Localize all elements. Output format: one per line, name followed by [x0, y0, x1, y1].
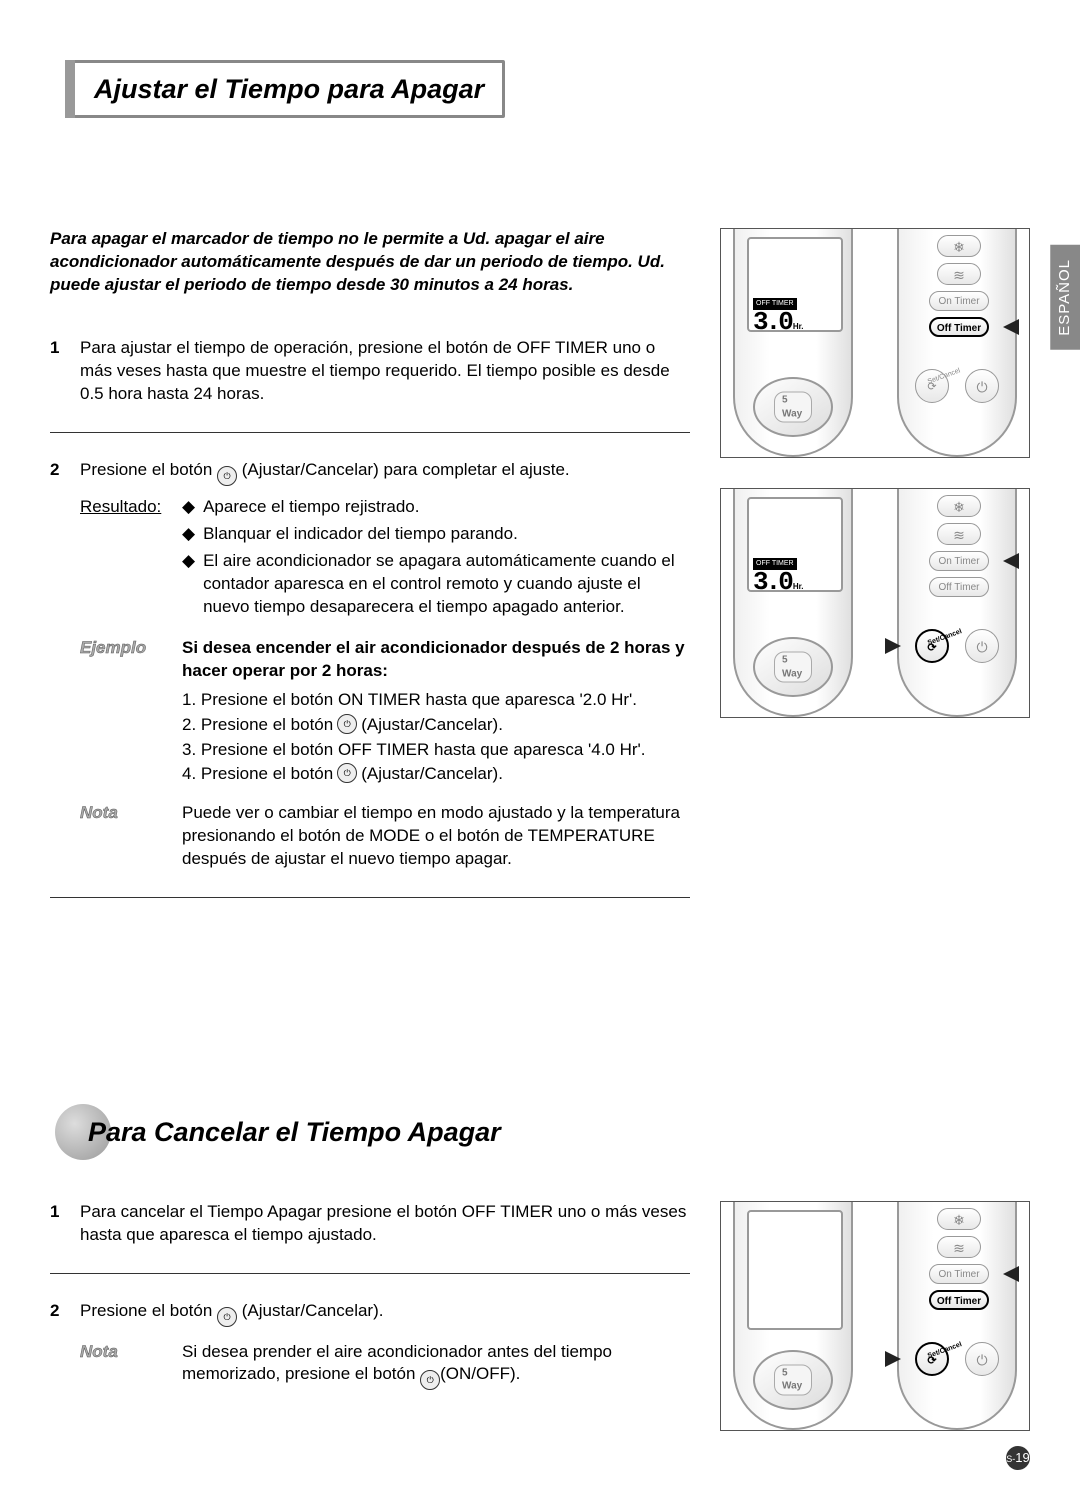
- lcd-screen-blank: [747, 1210, 843, 1330]
- intro-text: Para apagar el marcador de tiempo no le …: [50, 228, 690, 297]
- power-button: ⏻: [965, 369, 999, 403]
- fan-icon-button: ≋: [937, 1236, 981, 1258]
- step-1: 1 Para ajustar el tiempo de operación, p…: [50, 337, 690, 406]
- section2-title: Para Cancelar el Tiempo Apagar: [88, 1117, 501, 1147]
- mode-icon-button: ❄: [937, 235, 981, 257]
- set-cancel-icon: ⏻: [337, 714, 357, 734]
- power-button: ⏻: [965, 1342, 999, 1376]
- diagram-column: OFF TIMER 3.0Hr. 5 Way ❄ ≋ On Timer Off …: [720, 228, 1030, 924]
- s2-step-2: 2 Presione el botón ⏻ (Ajustar/Cancelar)…: [50, 1300, 690, 1391]
- on-timer-button: On Timer: [929, 291, 989, 311]
- s2-nota-block: Nota Si desea prender el aire acondicion…: [80, 1341, 690, 1391]
- set-cancel-button: Set/Cancel⟳: [915, 369, 949, 403]
- section-title: Ajustar el Tiempo para Apagar: [94, 74, 484, 104]
- text-column: Para apagar el marcador de tiempo no le …: [50, 228, 690, 924]
- off-timer-button: Off Timer: [929, 577, 989, 597]
- mode-icon-button: ❄: [937, 1208, 981, 1230]
- divider: [50, 1273, 690, 1274]
- fan-icon-button: ≋: [937, 523, 981, 545]
- pointer-icon: [1003, 1266, 1019, 1282]
- set-cancel-button: Set/Cancel⟳: [915, 1342, 949, 1376]
- pointer-icon: [1003, 553, 1019, 569]
- off-timer-button: Off Timer: [929, 317, 989, 337]
- section-ajustar: Ajustar el Tiempo para Apagar Para apaga…: [50, 60, 1030, 924]
- nota-block: Nota Puede ver o cambiar el tiempo en mo…: [80, 802, 690, 871]
- fiveway-pad: 5 Way: [753, 637, 837, 697]
- lcd-screen: OFF TIMER 3.0Hr.: [747, 237, 843, 332]
- result-bullets: ◆Aparece el tiempo rejistrado. ◆Blanquar…: [182, 496, 690, 623]
- set-cancel-icon: ⏻: [217, 466, 237, 486]
- divider: [50, 897, 690, 898]
- mode-icon-button: ❄: [937, 495, 981, 517]
- remote-diagram-3: 5 Way ❄ ≋ On Timer Off Timer Set/Cancel⟳…: [720, 1201, 1030, 1431]
- page-number-badge: S-19: [1006, 1446, 1030, 1470]
- fiveway-pad: 5 Way: [753, 1350, 837, 1410]
- pointer-icon: [885, 1351, 901, 1367]
- result-label: Resultado:: [80, 496, 170, 623]
- set-cancel-icon: ⏻: [217, 1307, 237, 1327]
- lcd-screen: OFF TIMER 3.0Hr.: [747, 497, 843, 592]
- fiveway-pad: 5 Way: [753, 377, 837, 437]
- off-timer-button: Off Timer: [929, 1290, 989, 1310]
- power-icon: ⏻: [420, 1370, 440, 1390]
- language-tab: ESPAÑOL: [1050, 245, 1080, 350]
- remote-diagram-1: OFF TIMER 3.0Hr. 5 Way ❄ ≋ On Timer Off …: [720, 228, 1030, 458]
- pointer-icon: [885, 638, 901, 654]
- remote-diagram-2: OFF TIMER 3.0Hr. 5 Way ❄ ≋ On Timer Off …: [720, 488, 1030, 718]
- on-timer-button: On Timer: [929, 551, 989, 571]
- fan-icon-button: ≋: [937, 263, 981, 285]
- s2-step-1: 1 Para cancelar el Tiempo Apagar presion…: [50, 1201, 690, 1247]
- section-cancelar: Para Cancelar el Tiempo Apagar 1 Para ca…: [50, 1114, 1030, 1460]
- power-button: ⏻: [965, 629, 999, 663]
- set-cancel-icon: ⏻: [337, 763, 357, 783]
- pointer-icon: [1003, 319, 1019, 335]
- on-timer-button: On Timer: [929, 1264, 989, 1284]
- step-2: 2 Presione el botón ⏻ (Ajustar/Cancelar)…: [50, 459, 690, 871]
- ejemplo-block: Ejemplo Si desea encender el air acondic…: [80, 637, 690, 789]
- divider: [50, 432, 690, 433]
- title-box: Ajustar el Tiempo para Apagar: [65, 60, 505, 118]
- set-cancel-button: Set/Cancel⟳: [915, 629, 949, 663]
